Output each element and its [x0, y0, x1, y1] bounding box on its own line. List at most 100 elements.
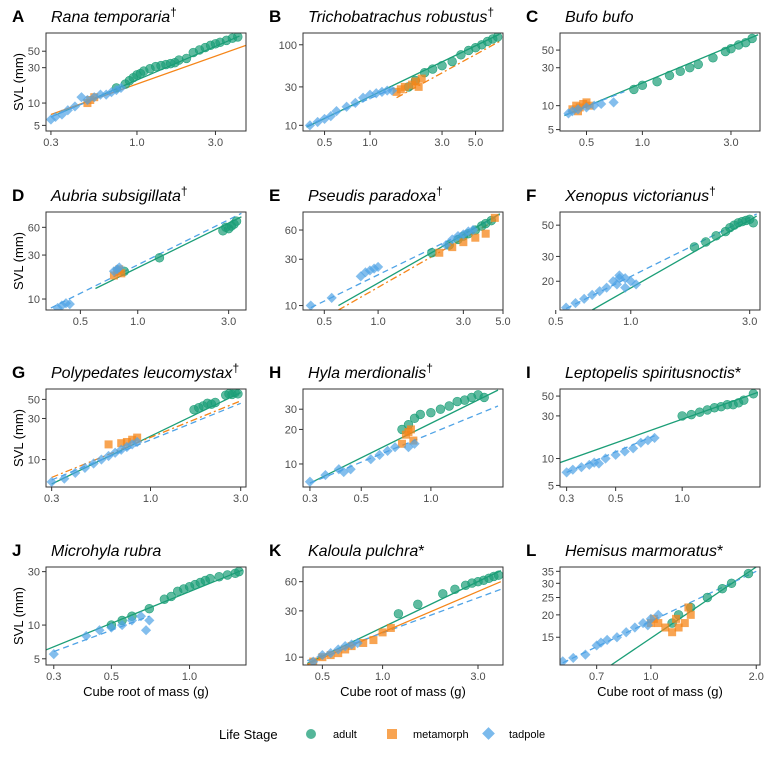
point-tadpole: [352, 637, 363, 649]
y-tick-label: 20: [542, 610, 554, 622]
point-adult: [427, 64, 438, 74]
point-adult: [233, 389, 243, 399]
point-tadpole: [317, 650, 328, 661]
y-tick-label: 30: [285, 254, 297, 266]
panel-d: D Aubria subsigillata† 0.5 1.0 3.0 10 30 60SVL …: [11, 184, 247, 328]
x-tick-label: 3.0: [742, 316, 757, 328]
y-tick-label: 60: [28, 222, 40, 234]
point-adult: [493, 570, 503, 580]
point-adult: [444, 401, 454, 411]
point-metamorph: [411, 77, 420, 86]
point-tadpole: [326, 292, 337, 303]
plot-area: [305, 213, 501, 310]
point-tadpole: [608, 97, 619, 108]
legend-label-metamorph: metamorph: [413, 729, 469, 741]
point-tadpole: [629, 622, 640, 633]
panel-letter: D: [12, 186, 24, 205]
point-metamorph: [481, 229, 490, 238]
x-tick-label: 0.5: [104, 671, 119, 683]
point-adult: [154, 253, 165, 263]
point-tadpole: [325, 648, 336, 659]
y-tick-label: 25: [542, 593, 554, 605]
y-tick-label: 30: [28, 250, 40, 262]
point-adult: [210, 397, 220, 408]
panel-frame: [45, 32, 247, 132]
point-tadpole: [567, 464, 578, 475]
y-axis-title: SVL (mm): [11, 232, 26, 290]
x-tick-label: 1.0: [143, 493, 158, 505]
y-tick-label: 10: [28, 294, 40, 306]
point-tadpole: [345, 464, 356, 475]
y-tick-label: 5: [548, 125, 554, 137]
x-tick-label: 1.0: [623, 316, 638, 328]
legend-title: Life Stage: [219, 727, 278, 742]
x-tick-label: 3.0: [221, 316, 236, 328]
panel-title-species: Trichobatrachus robustus: [308, 9, 487, 26]
panel-title-mark: †: [426, 361, 433, 375]
point-tadpole: [48, 649, 59, 660]
point-tadpole: [621, 627, 632, 638]
point-tadpole: [333, 644, 344, 655]
point-tadpole: [389, 442, 401, 453]
panel-title: Microhyla rubra: [51, 543, 161, 560]
fit-line-tadpole: [50, 212, 242, 309]
plot-area: [46, 33, 246, 125]
y-axis-title: SVL (mm): [11, 409, 26, 467]
y-axis-title: SVL (mm): [11, 587, 26, 645]
y-axis-title: SVL (mm): [11, 53, 26, 111]
point-adult: [393, 609, 404, 619]
fit-line-tadpole: [51, 402, 241, 481]
x-tick-label: 0.5: [579, 137, 594, 149]
panel-title: Polypedates leucomystax†: [51, 361, 239, 382]
panel-h: H Hyla merdionalis† 0.3 0.5 1.0 10 20 30: [269, 361, 504, 505]
y-tick-label: 5: [34, 654, 40, 666]
panel-title-mark: †: [181, 184, 188, 198]
panel-title-species: Leptopelis spiritusnoctis: [565, 365, 735, 382]
point-adult: [214, 572, 224, 582]
point-adult: [456, 50, 466, 60]
point-tadpole: [560, 302, 572, 310]
point-tadpole: [59, 473, 70, 484]
panel-title: Leptopelis spiritusnoctis*: [565, 365, 741, 382]
legend-label-tadpole: tadpole: [509, 729, 545, 741]
y-tick-label: 100: [279, 40, 297, 52]
y-tick-label: 50: [542, 45, 554, 57]
legend-marker-metamorph: [387, 729, 397, 739]
point-tadpole: [576, 462, 587, 473]
panel-title-mark: †: [436, 184, 443, 198]
legend: Life Stage adult metamorph tadpole: [219, 727, 545, 742]
x-tick-label: 0.5: [548, 316, 563, 328]
point-adult: [222, 570, 233, 580]
y-tick-label: 5: [34, 120, 40, 132]
x-tick-label: 1.0: [362, 137, 377, 149]
point-metamorph: [400, 82, 409, 91]
x-tick-label: 0.3: [43, 137, 58, 149]
panel-frame: [559, 32, 761, 132]
y-tick-label: 50: [542, 391, 554, 403]
point-tadpole: [382, 445, 393, 456]
panel-letter: H: [269, 363, 281, 382]
panel-letter: E: [269, 186, 280, 205]
point-adult: [702, 592, 713, 603]
point-adult: [743, 568, 754, 579]
y-tick-label: 30: [542, 411, 554, 423]
point-adult: [747, 33, 757, 44]
x-tick-label: 1.0: [370, 316, 385, 328]
point-adult: [686, 409, 697, 420]
point-metamorph: [661, 623, 670, 632]
legend-marker-tadpole: [482, 727, 495, 740]
fit-line-metamorph: [51, 400, 241, 479]
point-adult: [652, 77, 662, 87]
point-metamorph: [392, 87, 401, 96]
point-metamorph: [378, 628, 387, 637]
point-tadpole: [619, 446, 630, 457]
point-metamorph: [459, 238, 468, 247]
x-tick-label: 0.5: [73, 316, 88, 328]
panel-letter: J: [12, 541, 21, 560]
y-tick-label: 15: [542, 632, 554, 644]
point-adult: [717, 583, 728, 594]
y-tick-label: 20: [285, 424, 297, 436]
panel-title: Aubria subsigillata†: [50, 184, 188, 205]
x-tick-label: 1.0: [182, 671, 197, 683]
